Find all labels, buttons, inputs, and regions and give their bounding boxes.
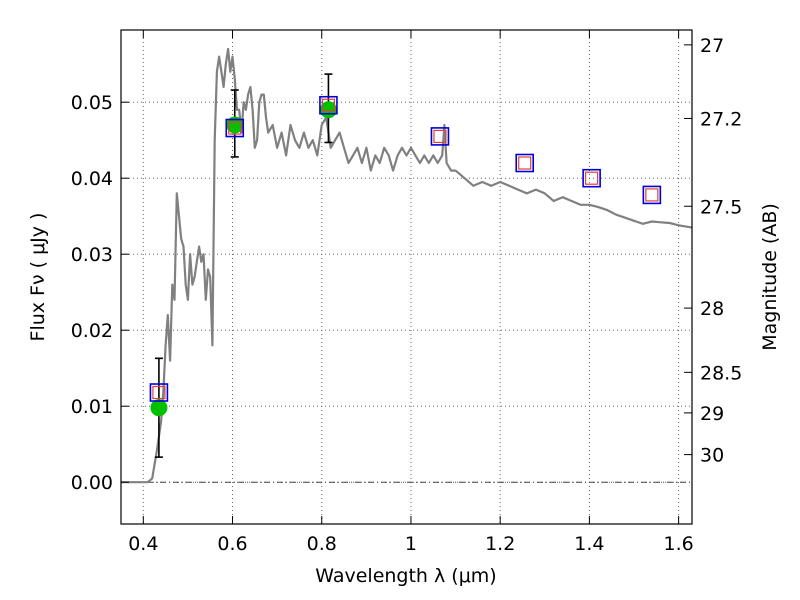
y-axis-label: Flux Fν ( μJy ): [27, 213, 49, 342]
x-tick-label: 0.8: [307, 533, 337, 555]
right-tick-label: 29: [700, 403, 724, 425]
model-photometry-square: [582, 168, 601, 188]
y-tick-label: 0.05: [71, 92, 113, 114]
x-tick-label: 1: [405, 533, 417, 555]
model-photometry-series: [149, 95, 662, 402]
model-photometry-square: [430, 127, 450, 146]
model-photometry-square: [515, 153, 535, 173]
y-tick-label: 0.03: [71, 244, 113, 266]
model-photometry-inner-square: [433, 129, 447, 143]
axis-ticks: 0.4 0.6 0.8 1 1.2 1.4 1.6 0.00 0.01 0.02 0.03 0.04 0…: [71, 30, 742, 555]
model-photometry-inner-square: [152, 385, 166, 400]
x-tick-label: 1.4: [574, 533, 604, 555]
model-photometry-inner-square: [518, 156, 532, 170]
right-tick-label: 27.5: [700, 196, 742, 218]
model-photometry-inner-square: [645, 188, 659, 202]
y-tick-label: 0.04: [71, 168, 113, 190]
right-axis-label: Magnitude (AB): [759, 203, 781, 351]
y-tick-label: 0.02: [71, 320, 113, 342]
x-tick-label: 1.2: [485, 533, 515, 555]
right-tick-label: 28: [700, 298, 724, 320]
right-tick-label: 27: [700, 35, 724, 57]
model-photometry-inner-square: [321, 98, 336, 112]
model-photometry-inner-square: [585, 171, 599, 185]
plot-frame: [120, 29, 693, 525]
model-spectrum-line: [121, 47, 693, 484]
y-tick-label: 0.00: [71, 472, 113, 494]
model-spectrum-series: [121, 47, 693, 484]
y-tick-label: 0.01: [71, 396, 113, 418]
right-tick-label: 28.5: [700, 362, 742, 384]
model-photometry-square: [149, 383, 169, 402]
x-tick-label: 1.6: [664, 533, 694, 555]
x-tick-label: 0.6: [217, 533, 247, 555]
right-tick-label: 27.2: [700, 108, 742, 130]
model-photometry-square: [319, 95, 338, 115]
model-photometry-inner-square: [228, 121, 242, 135]
model-photometry-square: [225, 118, 245, 138]
model-photometry-square: [642, 185, 662, 205]
right-tick-label: 30: [700, 445, 724, 467]
observed-point: [150, 399, 168, 417]
x-axis-label: Wavelength λ (μm): [315, 565, 496, 587]
x-tick-label: 0.4: [128, 533, 158, 555]
